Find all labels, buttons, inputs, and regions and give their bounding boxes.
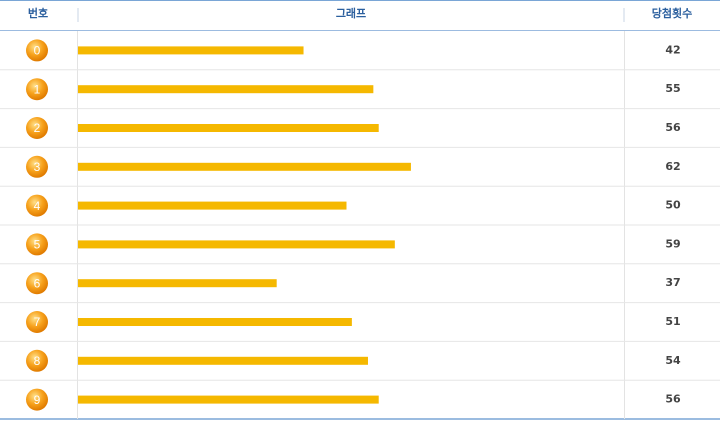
value-label: 56 xyxy=(665,121,681,134)
value-label: 50 xyxy=(665,199,681,212)
number-label: 8 xyxy=(34,354,41,368)
value-label: 55 xyxy=(665,82,680,95)
number-ball xyxy=(26,155,48,178)
number-ball xyxy=(26,388,48,411)
value-label: 37 xyxy=(665,276,680,289)
number-label: 2 xyxy=(34,121,41,135)
number-label: 9 xyxy=(34,393,41,407)
number-label: 6 xyxy=(34,276,41,290)
value-label: 54 xyxy=(665,354,681,367)
number-ball xyxy=(26,233,48,256)
column-header: 번호 xyxy=(28,6,48,20)
number-ball xyxy=(26,311,48,333)
value-label: 56 xyxy=(665,393,681,406)
value-label: 59 xyxy=(665,237,680,250)
header-bg xyxy=(0,0,720,30)
column-header: 그래프 xyxy=(336,6,366,20)
number-ball xyxy=(26,349,48,372)
bar xyxy=(78,85,374,94)
number-ball xyxy=(26,39,48,62)
number-label: 1 xyxy=(34,82,41,96)
bar xyxy=(78,162,411,171)
number-ball xyxy=(26,194,48,217)
number-ball xyxy=(26,117,48,139)
number-label: 3 xyxy=(34,160,41,174)
number-label: 7 xyxy=(34,315,41,329)
bar xyxy=(78,279,277,288)
value-label: 51 xyxy=(665,315,680,328)
number-label: 5 xyxy=(34,238,41,252)
bar xyxy=(78,356,368,365)
value-label: 42 xyxy=(665,43,680,56)
number-label: 0 xyxy=(34,44,41,58)
bar xyxy=(78,240,395,249)
number-label: 4 xyxy=(34,199,41,213)
column-header: 당첨횟수 xyxy=(652,6,692,20)
bar xyxy=(78,46,304,55)
bar xyxy=(78,318,352,326)
bar xyxy=(78,201,347,210)
bar xyxy=(78,395,379,404)
bar xyxy=(78,124,379,132)
number-ball xyxy=(26,272,48,295)
number-ball xyxy=(26,78,48,101)
value-label: 62 xyxy=(665,160,680,173)
